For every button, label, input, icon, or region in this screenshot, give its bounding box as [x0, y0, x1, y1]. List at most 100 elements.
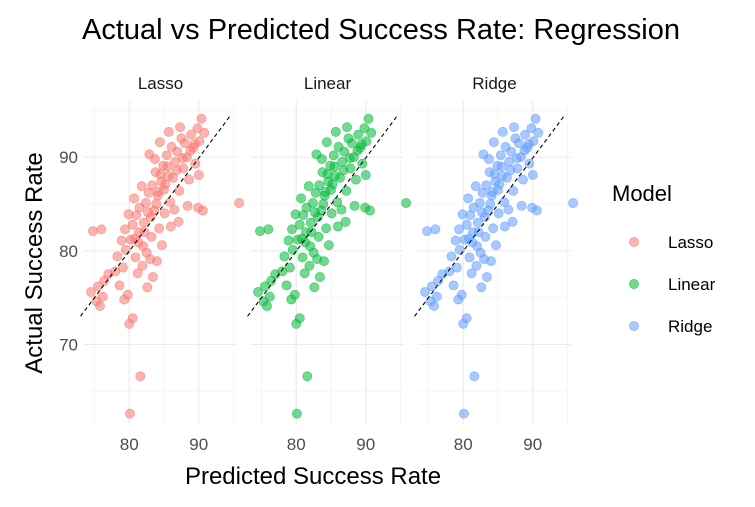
- data-point: [289, 289, 300, 300]
- data-point: [308, 247, 319, 258]
- data-point: [186, 129, 196, 140]
- data-point: [155, 169, 166, 179]
- data-point: [124, 408, 135, 419]
- data-point: [296, 233, 307, 244]
- data-point: [118, 262, 128, 273]
- data-point: [450, 235, 461, 246]
- data-point: [321, 223, 331, 234]
- data-point: [338, 165, 349, 176]
- x-tick-label: 80: [287, 435, 306, 454]
- facet-panel-lasso: Lasso 80 90: [80, 74, 244, 454]
- data-point: [332, 221, 343, 232]
- data-point: [309, 282, 320, 293]
- data-point: [154, 137, 165, 148]
- data-point: [472, 217, 483, 228]
- data-point: [253, 287, 263, 297]
- data-point: [314, 180, 325, 191]
- data-point: [264, 291, 275, 302]
- data-point: [135, 371, 146, 382]
- data-point: [179, 138, 190, 148]
- data-point: [357, 158, 368, 169]
- data-point: [302, 371, 313, 382]
- data-point: [487, 186, 498, 197]
- data-point: [96, 224, 107, 235]
- data-point: [120, 224, 130, 235]
- data-point: [511, 153, 522, 163]
- data-point: [344, 153, 355, 163]
- data-point: [169, 204, 180, 215]
- data-point: [165, 221, 176, 232]
- data-point: [177, 153, 188, 163]
- data-point: [123, 209, 134, 220]
- facet-panel-linear: Linear 80 90: [247, 74, 411, 454]
- data-point: [340, 216, 351, 227]
- data-point: [86, 287, 96, 297]
- data-point: [263, 224, 274, 235]
- y-tick-label: 70: [59, 335, 78, 354]
- data-point: [319, 256, 329, 266]
- x-tick-label: 90: [356, 435, 375, 454]
- data-point: [490, 240, 501, 251]
- data-point: [527, 170, 538, 180]
- data-point: [366, 127, 377, 138]
- data-point: [304, 260, 315, 271]
- data-point: [141, 247, 152, 258]
- data-point: [182, 200, 193, 211]
- data-point: [132, 268, 143, 279]
- data-point: [488, 223, 498, 234]
- data-point: [477, 207, 487, 218]
- data-point: [401, 198, 411, 208]
- data-point: [297, 252, 308, 263]
- data-point: [184, 174, 194, 185]
- data-point: [480, 231, 491, 242]
- data-point: [356, 139, 367, 149]
- data-point: [152, 256, 162, 266]
- facet-label-ridge: Ridge: [472, 74, 516, 93]
- facet-label-lasso: Lasso: [138, 74, 183, 93]
- data-point: [303, 181, 314, 192]
- facet-label-linear: Linear: [304, 74, 352, 93]
- data-point: [199, 127, 210, 138]
- data-point: [192, 123, 203, 134]
- data-point: [290, 209, 301, 220]
- data-point: [474, 198, 485, 208]
- data-point: [172, 146, 183, 157]
- data-point: [568, 198, 578, 208]
- data-point: [316, 154, 327, 164]
- y-tick-label: 90: [59, 148, 78, 167]
- legend-label: Linear: [668, 275, 716, 294]
- data-point: [349, 200, 360, 211]
- data-point: [142, 282, 153, 293]
- legend-item-lasso: Lasso: [629, 233, 713, 252]
- data-point: [162, 161, 173, 172]
- data-point: [318, 199, 329, 209]
- data-point: [173, 216, 184, 227]
- data-point: [314, 272, 325, 282]
- data-point: [153, 186, 164, 197]
- data-point: [307, 198, 318, 208]
- data-point: [161, 150, 172, 161]
- data-point: [422, 226, 432, 236]
- data-point: [127, 313, 138, 324]
- data-point: [234, 198, 244, 208]
- data-point: [122, 289, 133, 300]
- data-point: [137, 260, 148, 271]
- data-point: [287, 244, 298, 255]
- data-point: [508, 185, 519, 196]
- data-point: [494, 179, 505, 190]
- data-point: [136, 181, 147, 192]
- data-point: [196, 113, 207, 124]
- data-point: [189, 139, 200, 149]
- data-point: [506, 146, 517, 157]
- data-point: [346, 138, 357, 148]
- data-point: [505, 165, 516, 176]
- data-point: [283, 235, 294, 246]
- data-point: [151, 199, 162, 209]
- data-point: [353, 129, 363, 140]
- data-point: [146, 231, 157, 242]
- data-point: [114, 280, 125, 291]
- data-point: [495, 150, 506, 161]
- data-point: [463, 193, 473, 204]
- data-point: [320, 186, 331, 197]
